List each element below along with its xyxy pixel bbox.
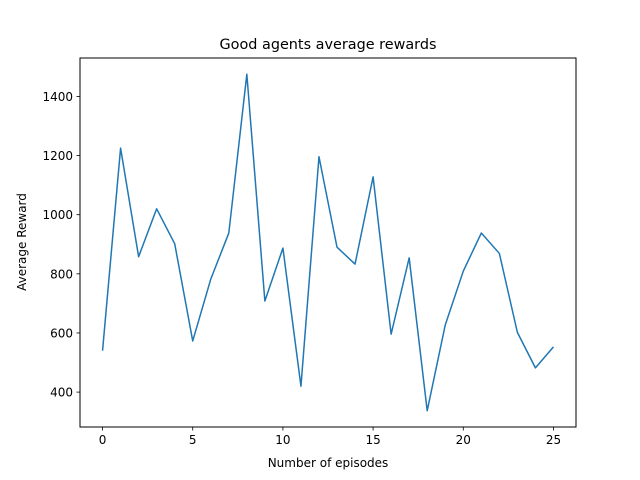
y-tick-label: 800: [50, 267, 73, 281]
y-axis-ticks: 400 600 800 1000 1200 1400: [42, 90, 80, 400]
y-tick-label: 1000: [42, 208, 73, 222]
x-axis-label: Number of episodes: [268, 456, 389, 470]
x-tick-label: 10: [275, 433, 290, 447]
x-tick-label: 5: [189, 433, 197, 447]
x-axis-ticks: 0 5 10 15 20 25: [99, 427, 561, 447]
y-axis-label: Average Reward: [15, 193, 29, 291]
y-tick-label: 1200: [42, 149, 73, 163]
x-tick-label: 20: [456, 433, 471, 447]
series-line-0: [101, 73, 555, 412]
plot-frame: [79, 57, 577, 428]
x-tick-label: 15: [365, 433, 380, 447]
y-tick-label: 1400: [42, 90, 73, 104]
y-tick-label: 400: [50, 386, 73, 400]
chart-title: Good agents average rewards: [220, 37, 437, 53]
x-tick-label: 25: [546, 433, 561, 447]
y-tick-label: 600: [50, 326, 73, 340]
plot-layer: [101, 73, 555, 412]
x-tick-label: 0: [99, 433, 107, 447]
